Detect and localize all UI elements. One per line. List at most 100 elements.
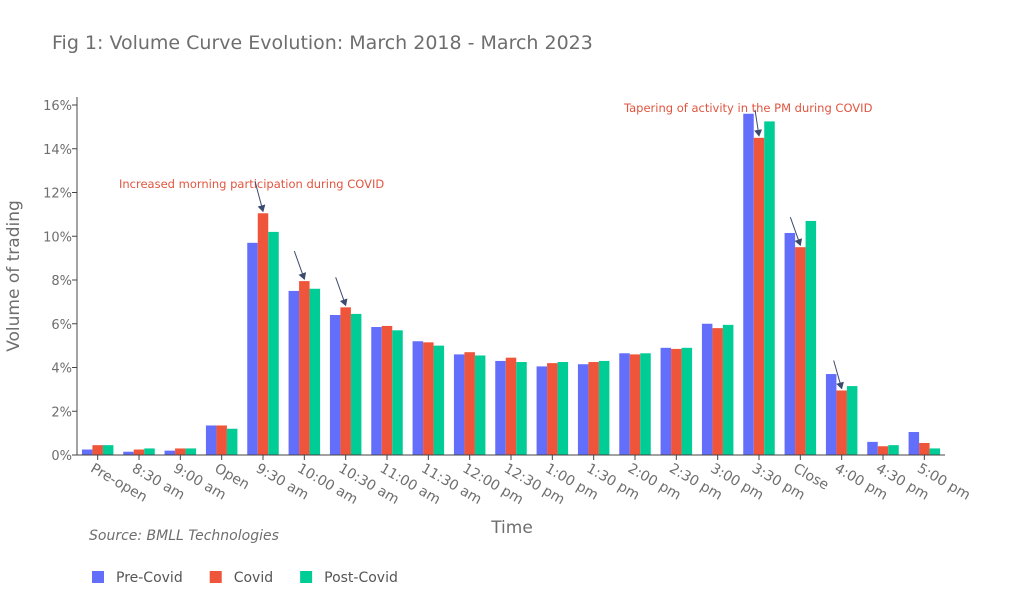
annotation-arrow-2 [335,277,348,307]
annotation-arrow-4 [789,217,803,247]
bar-covid-17[interactable] [795,247,806,455]
bar-covid-11[interactable] [547,363,558,456]
bar-post-covid-5[interactable] [309,288,321,455]
bar-post-covid-12[interactable] [598,360,610,455]
y-tick-label: 4% [51,362,72,377]
bar-post-covid-0[interactable] [102,445,114,455]
bar-post-covid-18[interactable] [846,386,858,455]
legend-item-pre-covid[interactable]: Pre-Covid [92,570,183,586]
bar-post-covid-1[interactable] [144,448,155,455]
bar-pre-covid-19[interactable] [867,441,878,456]
bar-covid-12[interactable] [588,362,599,455]
bar-covid-0[interactable] [92,445,103,455]
bar-covid-4[interactable] [257,213,269,455]
bar-post-covid-14[interactable] [681,347,693,455]
bar-pre-covid-17[interactable] [784,232,796,455]
bars [81,113,941,456]
y-tick-label: 6% [51,318,72,333]
annotation-arrow-5 [833,360,844,390]
bar-pre-covid-12[interactable] [577,364,589,455]
y-axis: 0% 2% 4% 6% 8% 10% 12% 14% 16% [43,97,78,464]
bar-covid-6[interactable] [340,307,351,455]
bar-pre-covid-6[interactable] [329,315,341,455]
bar-pre-covid-13[interactable] [619,353,630,455]
bar-post-covid-7[interactable] [392,330,403,455]
y-tick-label: 10% [43,230,72,245]
bar-post-covid-3[interactable] [226,428,238,455]
y-tick-label: 2% [51,405,72,420]
bar-pre-covid-5[interactable] [288,290,300,455]
bar-post-covid-19[interactable] [888,445,899,455]
legend-label: Covid [234,570,273,586]
bar-post-covid-8[interactable] [433,345,445,456]
annotation-arrow-3 [754,109,763,137]
bar-pre-covid-0[interactable] [81,449,93,455]
bar-post-covid-16[interactable] [764,121,775,455]
bar-post-covid-11[interactable] [557,362,569,455]
y-axis-label: Volume of trading [4,200,24,352]
legend-swatch [92,571,104,583]
y-tick-label: 12% [43,187,72,202]
bar-pre-covid-3[interactable] [205,425,217,455]
annotations: Increased morning participation during C… [119,101,873,191]
bar-covid-14[interactable] [671,348,682,455]
bar-pre-covid-11[interactable] [536,366,548,455]
annotation-morning: Increased morning participation during C… [119,177,384,191]
source-note: Source: BMLL Technologies [89,528,279,544]
bar-post-covid-13[interactable] [640,353,651,455]
legend-swatch [300,571,313,583]
chart-title: Fig 1: Volume Curve Evolution: March 201… [52,32,593,54]
bar-post-covid-10[interactable] [516,362,527,455]
annotation-pm: Tapering of activity in the PM during CO… [623,101,873,115]
annotation-arrow-0 [254,181,266,213]
bar-covid-3[interactable] [216,425,227,455]
y-tick-label: 0% [51,449,72,464]
bar-pre-covid-18[interactable] [825,374,837,455]
bar-pre-covid-9[interactable] [453,354,465,456]
bar-post-covid-2[interactable] [185,448,197,455]
bar-post-covid-20[interactable] [929,448,941,455]
bar-covid-18[interactable] [836,390,847,455]
legend-swatch [209,571,222,583]
bar-covid-8[interactable] [423,342,434,455]
bar-covid-10[interactable] [505,357,517,455]
bar-pre-covid-2[interactable] [164,450,176,456]
annotation-arrow-1 [293,250,307,281]
bar-pre-covid-7[interactable] [371,327,382,455]
bar-covid-20[interactable] [919,442,930,455]
x-axis-label: Time [490,518,533,538]
bar-covid-7[interactable] [381,325,393,455]
bar-covid-15[interactable] [712,328,723,456]
legend[interactable]: Pre-Covid Covid Post-Covid [92,570,398,586]
bar-covid-1[interactable] [133,449,145,455]
bar-covid-13[interactable] [629,354,641,456]
legend-item-post-covid[interactable]: Post-Covid [300,570,398,586]
bar-post-covid-6[interactable] [350,313,362,455]
bar-post-covid-9[interactable] [474,355,486,455]
bar-covid-9[interactable] [464,352,475,455]
bar-post-covid-4[interactable] [268,231,279,455]
bar-pre-covid-4[interactable] [247,242,258,455]
annotation-arrows [254,109,844,390]
bar-covid-2[interactable] [175,448,186,455]
bar-pre-covid-20[interactable] [908,432,920,455]
bar-covid-16[interactable] [753,137,765,455]
bar-covid-5[interactable] [299,281,310,455]
bar-pre-covid-15[interactable] [701,323,713,455]
legend-item-covid[interactable]: Covid [209,570,273,586]
bar-pre-covid-1[interactable] [123,451,134,455]
y-tick-label: 16% [43,99,72,114]
bar-pre-covid-10[interactable] [495,360,506,455]
bar-covid-19[interactable] [877,446,889,455]
bar-pre-covid-16[interactable] [743,113,754,455]
y-tick-label: 14% [43,143,72,158]
bar-pre-covid-14[interactable] [660,347,672,455]
y-tick-label: 8% [51,274,72,289]
bar-post-covid-15[interactable] [722,324,734,455]
bar-post-covid-17[interactable] [805,220,817,455]
legend-label: Post-Covid [324,570,398,586]
bar-pre-covid-8[interactable] [412,341,424,455]
